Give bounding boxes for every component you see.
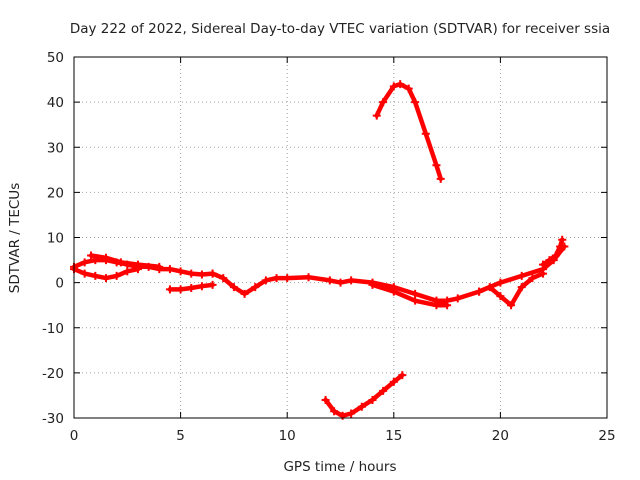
data-point-dip — [496, 278, 505, 287]
series-dip — [210, 244, 567, 303]
data-point-low-segment — [187, 284, 196, 293]
data-point-top-arc — [372, 111, 381, 120]
data-point-main-band-b — [91, 271, 100, 280]
series-top-arc — [374, 81, 443, 182]
data-point-main-band-c — [116, 258, 125, 267]
x-tick-label: 20 — [492, 428, 509, 444]
data-point-bottom-arc — [379, 386, 388, 395]
data-point-end-rise — [558, 235, 567, 244]
data-point-lower-branch — [432, 301, 441, 310]
y-axis-label: SDTVAR / TECUs — [7, 183, 23, 293]
y-tick-label: -30 — [42, 411, 64, 427]
data-point-bottom-arc — [368, 395, 377, 404]
data-point-spike — [485, 283, 494, 292]
data-point-main-band-a — [176, 267, 185, 276]
data-point-low-segment — [165, 285, 174, 294]
data-point-dip — [336, 278, 345, 287]
data-point-top-arc — [404, 84, 413, 93]
data-point-top-arc — [421, 129, 430, 138]
data-point-low-segment — [208, 280, 217, 289]
data-point-main-band-b — [112, 271, 121, 280]
y-tick-label: 40 — [47, 95, 64, 111]
data-point-spike — [517, 283, 526, 292]
data-point-dip — [272, 274, 281, 283]
data-point-bottom-arc — [330, 407, 339, 416]
data-point-top-arc — [389, 82, 398, 91]
data-point-bottom-arc — [398, 371, 407, 380]
data-point-bottom-arc — [347, 409, 356, 418]
tick-layer: 0 5 10 15 20 25 -30 -20 -10 0 10 20 30 40 50 — [42, 50, 616, 444]
y-tick-label: 20 — [47, 185, 64, 201]
data-point-main-band-a — [187, 269, 196, 278]
data-point-spike — [475, 287, 484, 296]
data-point-low-segment — [176, 285, 185, 294]
data-point-main-band-b — [101, 274, 110, 283]
x-tick-label: 0 — [70, 428, 79, 444]
x-tick-label: 5 — [176, 428, 185, 444]
y-tick-label: 30 — [47, 140, 64, 156]
data-point-dip — [229, 283, 238, 292]
data-point-main-band-c — [101, 253, 110, 262]
data-point-dip — [261, 276, 270, 285]
data-point-dip — [251, 283, 260, 292]
data-point-dip — [304, 273, 313, 282]
y-tick-label: 50 — [47, 50, 64, 66]
data-point-bottom-arc — [321, 395, 330, 404]
x-axis-label: GPS time / hours — [283, 459, 396, 475]
data-point-spike — [539, 269, 548, 278]
data-point-main-band-a — [80, 258, 89, 267]
data-point-lower-branch — [368, 280, 377, 289]
data-point-lower-branch — [389, 287, 398, 296]
data-point-top-arc — [379, 98, 388, 107]
y-tick-label: -10 — [42, 321, 64, 337]
data-point-end-rise — [556, 242, 565, 251]
x-tick-label: 25 — [598, 428, 615, 444]
data-point-dip — [411, 289, 420, 298]
data-point-main-band-a — [197, 270, 206, 279]
data-point-top-arc — [411, 98, 420, 107]
data-point-main-band-a — [165, 265, 174, 274]
data-point-dip — [208, 269, 217, 278]
data-point-low-segment — [197, 282, 206, 291]
data-point-top-arc — [432, 161, 441, 170]
data-point-end-rise — [545, 256, 554, 265]
data-point-dip — [347, 276, 356, 285]
data-point-dip — [517, 271, 526, 280]
data-point-dip — [240, 289, 249, 298]
series-layer — [70, 80, 569, 420]
data-point-dip — [325, 276, 334, 285]
data-point-spike — [528, 274, 537, 283]
data-point-main-band-c — [155, 262, 164, 271]
data-point-top-arc — [396, 80, 405, 89]
x-tick-label: 10 — [279, 428, 296, 444]
data-point-end-rise — [539, 260, 548, 269]
data-point-dip — [219, 274, 228, 283]
data-point-spike — [507, 301, 516, 310]
data-point-end-rise — [551, 251, 560, 260]
grid-layer — [74, 57, 607, 418]
data-point-spike — [496, 292, 505, 301]
data-point-lower-branch — [411, 296, 420, 305]
data-point-top-arc — [436, 174, 445, 183]
y-tick-label: 0 — [55, 276, 64, 292]
data-point-main-band-c — [87, 251, 96, 260]
data-point-bottom-arc — [357, 402, 366, 411]
chart-title: Day 222 of 2022, Sidereal Day-to-day VTE… — [70, 21, 610, 37]
data-point-main-band-c — [133, 260, 142, 269]
data-point-lower-branch — [443, 301, 452, 310]
data-point-dip — [453, 294, 462, 303]
y-tick-label: 10 — [47, 231, 64, 247]
y-tick-label: -20 — [42, 366, 64, 382]
data-point-bottom-arc — [389, 377, 398, 386]
plot-frame — [73, 56, 608, 419]
data-point-main-band-b — [80, 269, 89, 278]
data-point-dip — [283, 274, 292, 283]
x-tick-label: 15 — [385, 428, 402, 444]
data-point-main-band-b — [123, 267, 132, 276]
